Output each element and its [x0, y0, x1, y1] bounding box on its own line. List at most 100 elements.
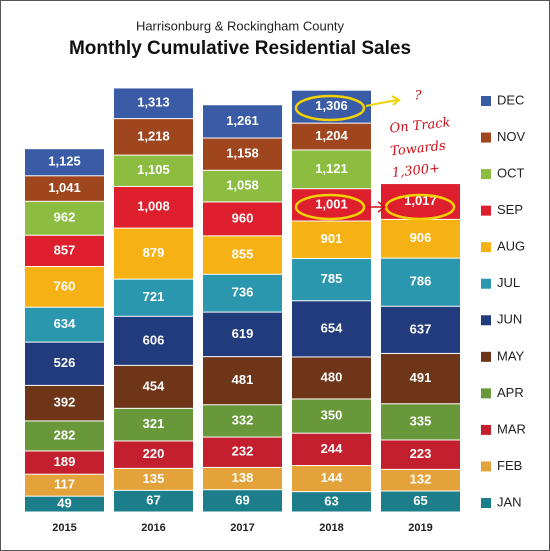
legend-label: OCT	[497, 166, 525, 181]
legend-swatch	[481, 498, 491, 508]
value-label: 1,017	[404, 193, 437, 208]
legend-swatch	[481, 278, 491, 289]
value-label: 857	[54, 242, 76, 257]
value-label: 879	[143, 245, 165, 260]
value-label: 335	[410, 413, 432, 428]
legend-label: JUL	[497, 275, 520, 290]
value-label: 637	[410, 321, 432, 336]
bars: 49 67 69 63 65 117 135 138 144 132 189 220 232 244 223…	[24, 87, 461, 513]
legend-swatch	[481, 205, 491, 216]
legend-label: APR	[497, 385, 524, 400]
value-label: 132	[410, 472, 432, 487]
value-label: 144	[321, 470, 343, 485]
value-label: 1,313	[137, 95, 170, 110]
value-label: 223	[410, 446, 432, 461]
highlight-circle	[294, 193, 366, 221]
bar	[291, 491, 372, 513]
value-label: 654	[321, 320, 343, 335]
value-label: 1,121	[315, 161, 348, 176]
value-label: 1,058	[226, 178, 259, 193]
value-label: 350	[321, 408, 343, 423]
annotation: Towards	[390, 139, 447, 160]
value-label: 1,261	[226, 113, 259, 128]
value-label: 901	[321, 231, 343, 246]
value-label: 962	[54, 210, 76, 225]
legend-label: SEP	[497, 202, 523, 217]
value-label: 67	[146, 493, 160, 508]
value-label: 606	[143, 332, 165, 347]
legend-swatch	[481, 169, 491, 180]
legend-label: JAN	[497, 494, 522, 509]
legend-swatch	[481, 424, 491, 435]
legend-label: JUN	[497, 312, 522, 327]
value-label: 138	[232, 470, 254, 485]
chart-subtitle: Harrisonburg & Rockingham County	[136, 18, 345, 33]
value-label: 321	[143, 416, 165, 431]
value-label: 785	[321, 271, 343, 286]
bar	[202, 489, 283, 513]
x-tick-label: 2019	[408, 522, 432, 534]
value-label: 1,158	[226, 146, 259, 161]
value-label: 1,008	[137, 199, 170, 214]
value-label: 906	[410, 230, 432, 245]
value-label: 332	[232, 412, 254, 427]
value-label: 392	[54, 395, 76, 410]
x-tick-label: 2018	[319, 522, 343, 534]
arrow	[366, 201, 387, 213]
value-label: 1,105	[137, 162, 170, 177]
legend-label: AUG	[497, 239, 525, 254]
value-label: 1,041	[48, 180, 81, 195]
value-label: 721	[143, 289, 165, 304]
x-tick-label: 2016	[141, 522, 165, 534]
annotations: ? On Track Towards 1,300+	[294, 89, 456, 221]
legend-swatch	[481, 242, 491, 253]
annotation: On Track	[389, 115, 451, 136]
legend-swatch	[481, 315, 491, 326]
legend-label: NOV	[497, 129, 526, 144]
value-label: 481	[232, 372, 254, 387]
value-label: 244	[321, 441, 343, 456]
value-label: 526	[54, 355, 76, 370]
value-label: 634	[54, 316, 76, 331]
value-label: 63	[324, 493, 338, 508]
value-label: 786	[410, 274, 432, 289]
legend-label: MAR	[497, 421, 526, 436]
value-label: 1,125	[48, 154, 81, 169]
value-label: 619	[232, 326, 254, 341]
value-label: 220	[143, 446, 165, 461]
highlight-circle	[294, 94, 366, 122]
x-tick-label: 2017	[230, 522, 254, 534]
annotation: 1,300+	[391, 161, 440, 181]
x-tick-label: 2015	[52, 522, 76, 534]
legend-swatch	[481, 351, 491, 362]
value-label: 1,001	[315, 196, 348, 211]
value-label: 1,218	[137, 128, 170, 143]
value-label: 855	[232, 247, 254, 262]
value-label: 232	[232, 444, 254, 459]
arrow	[365, 95, 401, 107]
value-label: 491	[410, 370, 432, 385]
value-label: 189	[54, 454, 76, 469]
legend-swatch	[481, 388, 491, 399]
annotation: ?	[415, 89, 423, 104]
value-label: 49	[57, 496, 71, 511]
legend-label: FEB	[497, 458, 522, 473]
value-label: 454	[143, 378, 165, 393]
value-label: 117	[54, 477, 75, 492]
value-label: 135	[143, 471, 165, 486]
bar	[380, 490, 461, 513]
value-label: 760	[54, 278, 76, 293]
value-label: 65	[413, 493, 427, 508]
value-label: 69	[235, 492, 249, 507]
legend-label: DEC	[497, 92, 524, 107]
bar	[113, 489, 194, 513]
value-label: 960	[232, 210, 254, 225]
value-label: 480	[321, 369, 343, 384]
chart-title: Monthly Cumulative Residential Sales	[69, 38, 411, 59]
bar	[24, 495, 105, 513]
legend-swatch	[481, 461, 491, 472]
value-label: 1,306	[315, 98, 348, 113]
legend-swatch	[481, 96, 491, 106]
value-label: 736	[232, 285, 254, 300]
